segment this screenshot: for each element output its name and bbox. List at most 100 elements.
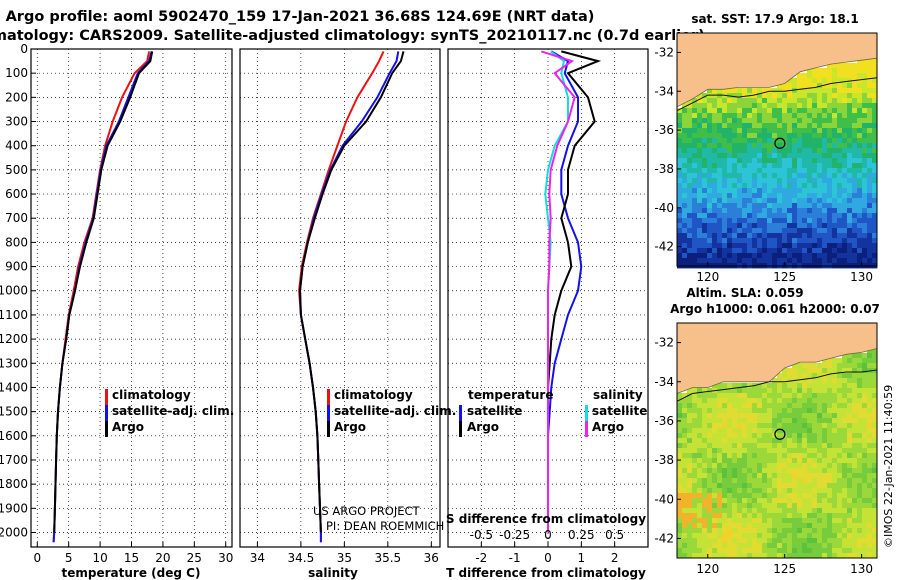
x-tick-label: 30 [218,551,233,565]
map-cell [847,238,853,244]
map-cell [817,78,823,84]
map-cell [827,413,833,419]
map-cell [802,378,808,384]
map-cell [712,493,718,499]
map-cell [707,148,713,154]
map-cell [742,398,748,404]
map-cell [812,378,818,384]
map-cell [857,433,863,439]
map-cell [817,113,823,119]
map-cell [867,418,873,424]
map-cell [717,383,723,389]
map-cell [727,488,733,494]
map-cell [842,473,848,479]
map-cell [862,523,868,529]
map-cell [842,223,848,229]
series-argo [53,51,154,533]
map-cell [742,188,748,194]
map-cell [842,478,848,484]
map-cell [872,408,878,414]
map-cell [832,143,838,149]
map-cell [717,443,723,449]
map-cell [857,158,863,164]
map-cell [692,138,698,144]
map-cell [772,543,778,549]
map-cell [837,248,843,254]
map-cell [817,363,823,369]
map-cell [822,523,828,529]
map-cell [807,413,813,419]
map-cell [852,488,858,494]
map-cell [732,103,738,109]
map-cell [702,93,708,99]
map-cell [692,163,698,169]
map-cell [712,233,718,239]
map-cell [777,498,783,504]
map-cell [762,478,768,484]
map-cell [852,183,858,189]
map-cell [797,148,803,154]
map-cell [832,503,838,509]
map-cell [807,183,813,189]
map-cell [872,213,878,219]
map-cell [812,153,818,159]
map-cell [862,353,868,359]
map-cell [752,223,758,229]
map-cell [702,143,708,149]
map-cell [682,473,688,479]
map-cell [782,503,788,509]
map-cell [837,478,843,484]
map-cell [712,158,718,164]
map-cell [727,203,733,209]
map-cell [717,203,723,209]
map-cell [717,518,723,524]
map-cell [742,533,748,539]
map-cell [837,493,843,499]
map-cell [772,88,778,94]
map-cell [777,383,783,389]
map-cell [687,443,693,449]
map-cell [712,178,718,184]
map-cell [807,258,813,264]
map-cell [772,418,778,424]
map-cell [822,123,828,129]
map-cell [867,538,873,544]
map-cell [782,373,788,379]
map-cell [847,218,853,224]
map-cell [772,173,778,179]
map-cell [687,248,693,254]
map-cell [702,438,708,444]
map-cell [802,438,808,444]
x-tick-label: 0 [544,551,552,565]
map-cell [832,478,838,484]
map-cell [782,473,788,479]
map-cell [712,528,718,534]
map-cell [737,253,743,259]
map-cell [682,108,688,114]
map-cell [697,428,703,434]
map-cell [862,243,868,249]
map-cell [707,168,713,174]
map-cell [827,78,833,84]
map-cell [777,528,783,534]
map-cell [842,493,848,499]
map-cell [772,163,778,169]
map-cell [677,243,683,249]
map-cell [872,228,878,234]
map-cell [807,193,813,199]
map-cell [862,428,868,434]
map-cell [747,208,753,214]
map-cell [842,88,848,94]
map-cell [707,548,713,554]
map-cell [782,393,788,399]
map-cell [732,238,738,244]
map-cell [702,183,708,189]
salinity-legend-climatology-swatch [327,389,330,405]
map-cell [732,553,738,559]
temperature-grid [31,48,232,547]
map-cell [722,238,728,244]
map-cell [842,528,848,534]
map-cell [762,388,768,394]
map-cell [872,513,878,519]
map-cell [687,393,693,399]
